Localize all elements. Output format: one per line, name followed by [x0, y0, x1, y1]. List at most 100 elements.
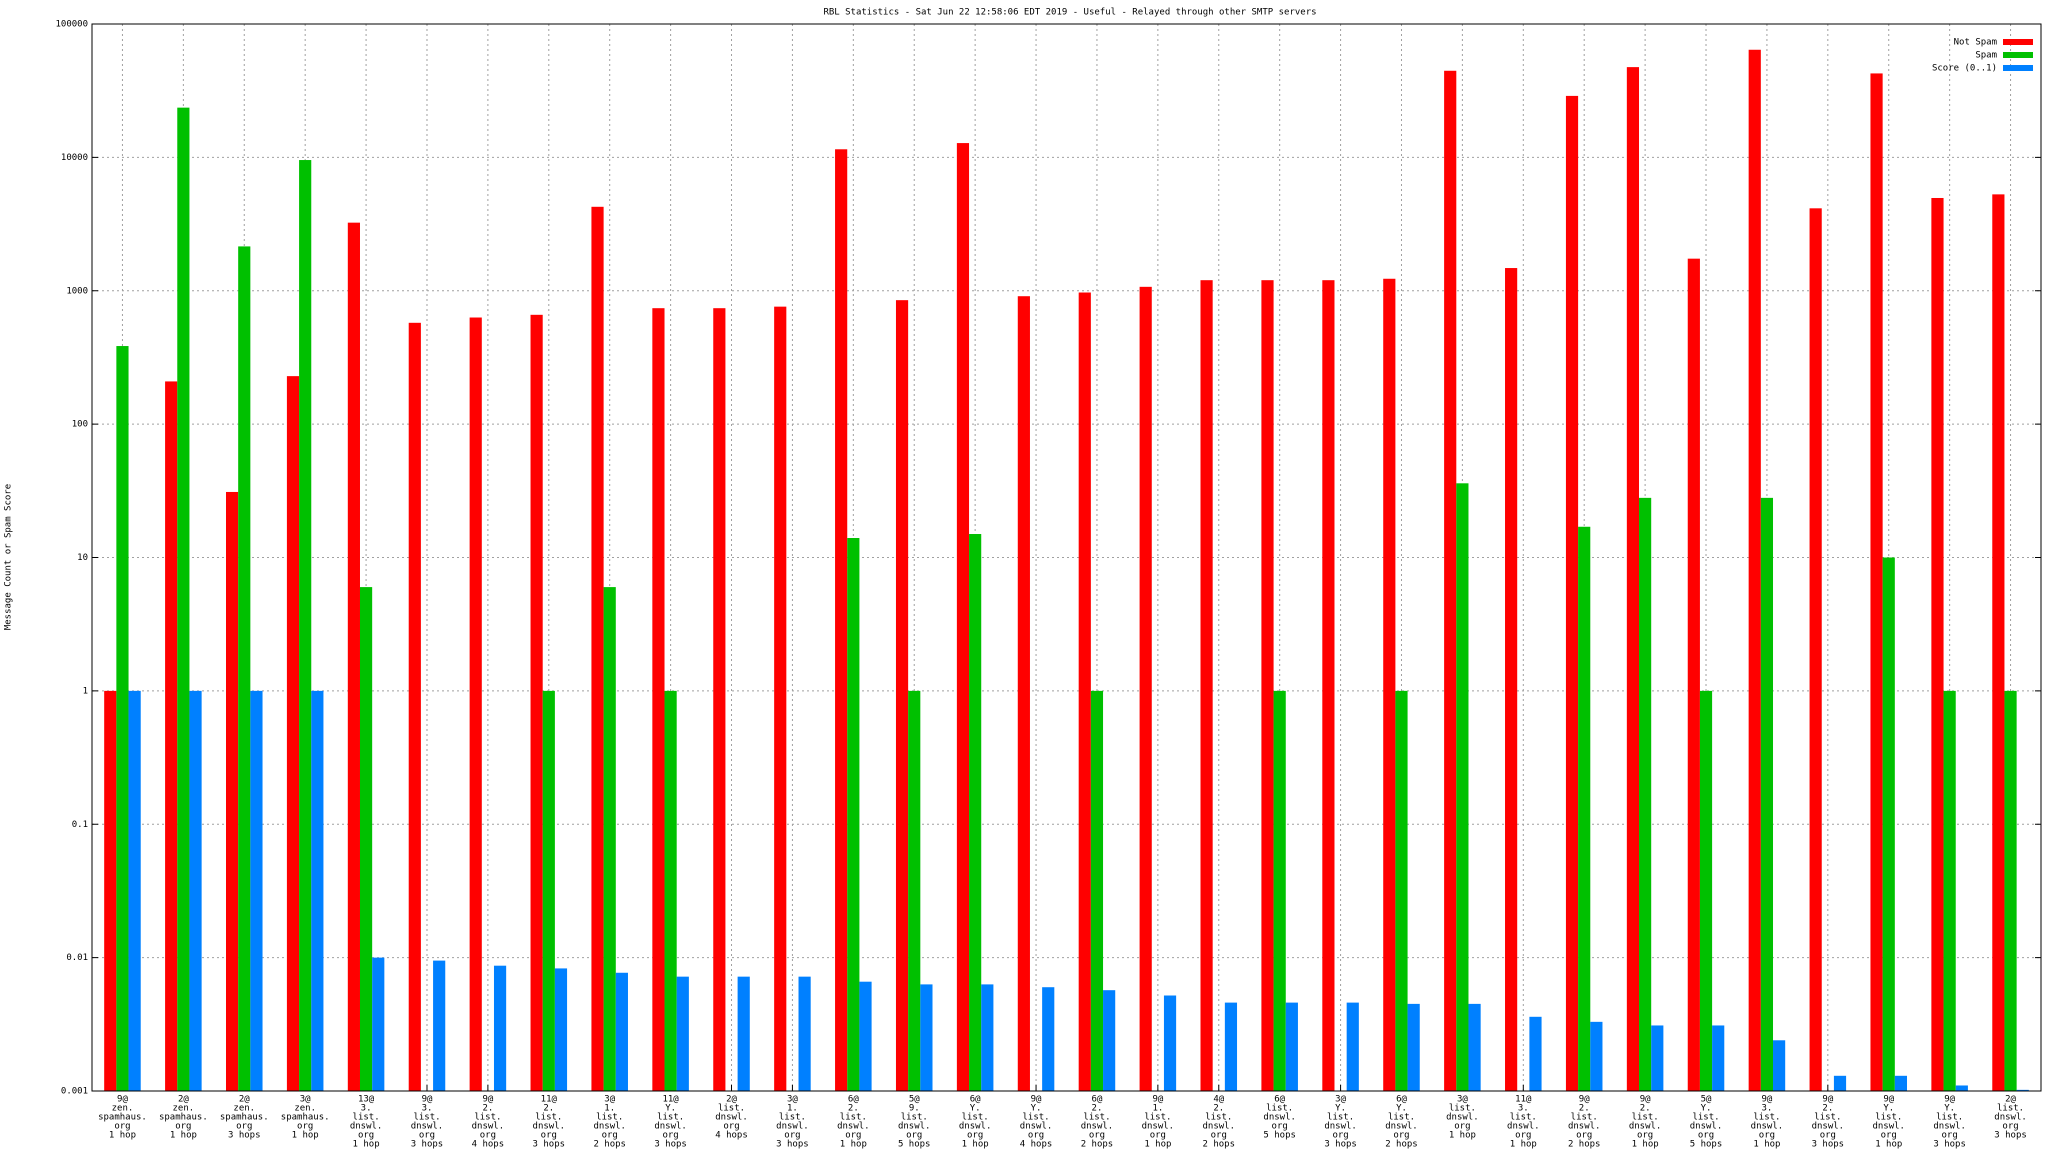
x-tick-label: 11@ — [541, 1095, 558, 1105]
x-tick-label: dnswl. — [1751, 1122, 1784, 1132]
x-tick-label: org — [1150, 1131, 1166, 1141]
x-tick-label: 3 hops — [1994, 1131, 2027, 1141]
x-tick-label: org — [1272, 1122, 1288, 1132]
bar — [1578, 526, 1591, 1091]
bar — [116, 346, 129, 1091]
x-tick-label: 1 hop — [1510, 1140, 1537, 1150]
bar — [1505, 268, 1518, 1091]
x-tick-label: list. — [1205, 1113, 1232, 1123]
x-tick-label: 2. — [1640, 1104, 1651, 1114]
x-tick-label: 2. — [848, 1104, 859, 1114]
x-tick-label: 2. — [1092, 1104, 1103, 1114]
x-tick-label: list. — [1632, 1113, 1659, 1123]
bar — [1139, 286, 1152, 1091]
x-tick-label: dnswl. — [1933, 1122, 1966, 1132]
x-tick-label: zen. — [173, 1104, 195, 1114]
bar — [359, 587, 373, 1091]
x-tick-label: dnswl. — [1263, 1113, 1296, 1123]
x-tick-label: org — [1820, 1131, 1836, 1141]
x-tick-label: list. — [353, 1113, 380, 1123]
x-tick-label: org — [1759, 1131, 1775, 1141]
bar — [1407, 1003, 1420, 1091]
bar — [2016, 1089, 2029, 1091]
x-tick-label: list. — [779, 1113, 806, 1123]
x-tick-label: 1 hop — [292, 1131, 319, 1141]
x-tick-label: org — [480, 1131, 496, 1141]
bar — [286, 376, 300, 1091]
x-tick-label: list. — [1023, 1113, 1050, 1123]
bar — [347, 222, 360, 1091]
bar — [737, 976, 750, 1091]
x-tick-label: 1 hop — [1449, 1131, 1476, 1141]
x-tick-label: Y. — [1883, 1104, 1894, 1114]
bar — [1699, 690, 1713, 1091]
x-tick-label: org — [541, 1131, 557, 1141]
bar — [1456, 483, 1469, 1091]
x-tick-label: org — [1211, 1131, 1227, 1141]
x-tick-label: org — [358, 1131, 374, 1141]
bar — [664, 690, 677, 1091]
x-tick-label: 5 hops — [898, 1140, 931, 1150]
x-tick-label: 2@ — [178, 1095, 189, 1105]
x-tick-label: org — [1698, 1131, 1714, 1141]
bar — [1163, 995, 1177, 1091]
x-tick-label: 4 hops — [715, 1131, 748, 1141]
x-tick-label: 1. — [604, 1104, 615, 1114]
bar — [1894, 1075, 1908, 1091]
x-tick-label: 2 hops — [1203, 1140, 1236, 1150]
bar — [798, 976, 811, 1091]
x-tick-label: list. — [1266, 1104, 1293, 1114]
x-tick-label: org — [906, 1131, 922, 1141]
x-tick-label: dnswl. — [1507, 1122, 1540, 1132]
x-tick-label: org — [175, 1122, 191, 1132]
x-tick-label: 3. — [1518, 1104, 1529, 1114]
x-tick-label: list. — [840, 1113, 867, 1123]
bar — [920, 984, 933, 1091]
x-tick-label: 9@ — [1883, 1095, 1894, 1105]
bar — [969, 534, 982, 1091]
x-tick-label: list. — [718, 1104, 745, 1114]
x-tick-label: dnswl. — [1385, 1122, 1418, 1132]
bar — [676, 976, 689, 1091]
x-tick-label: dnswl. — [959, 1122, 992, 1132]
x-tick-label: 11@ — [1515, 1095, 1532, 1105]
y-tick-label: 10 — [77, 553, 88, 563]
x-tick-label: list. — [1753, 1113, 1780, 1123]
bar — [1565, 95, 1579, 1091]
x-tick-label: dnswl. — [1690, 1122, 1723, 1132]
x-tick-label: zen. — [294, 1104, 316, 1114]
x-tick-label: dnswl. — [1994, 1113, 2027, 1123]
x-tick-label: spamhaus. — [220, 1113, 269, 1123]
bar — [1285, 1002, 1298, 1091]
bar — [1870, 73, 1883, 1092]
x-tick-label: list. — [1083, 1113, 1110, 1123]
x-tick-label: 9@ — [1762, 1095, 1773, 1105]
y-tick-label: 0.1 — [72, 820, 88, 830]
bar — [1712, 1025, 1725, 1091]
x-tick-label: 1 hop — [1753, 1140, 1780, 1150]
x-tick-label: Y. — [1944, 1104, 1955, 1114]
x-tick-label: 5@ — [1701, 1095, 1712, 1105]
x-tick-label: list. — [1449, 1104, 1476, 1114]
bar — [238, 246, 251, 1092]
x-tick-label: org — [1576, 1131, 1592, 1141]
x-tick-label: org — [1881, 1131, 1897, 1141]
x-tick-label: 1 hop — [1144, 1140, 1171, 1150]
x-tick-label: 2@ — [726, 1095, 737, 1105]
x-tick-label: 4 hops — [472, 1140, 505, 1150]
x-tick-label: list. — [1510, 1113, 1537, 1123]
legend-label: Not Spam — [1954, 38, 1997, 48]
x-tick-label: 3 hops — [1933, 1140, 1966, 1150]
x-tick-label: 5@ — [909, 1095, 920, 1105]
x-tick-label: 9@ — [1579, 1095, 1590, 1105]
x-tick-label: org — [2002, 1122, 2018, 1132]
bar — [554, 968, 568, 1091]
x-tick-label: org — [1942, 1131, 1958, 1141]
bar — [493, 965, 507, 1091]
legend-swatch — [2003, 52, 2033, 58]
y-tick-label: 0.001 — [61, 1087, 88, 1097]
x-tick-label: list. — [901, 1113, 928, 1123]
bar — [1200, 280, 1213, 1091]
x-tick-label: 6@ — [970, 1095, 981, 1105]
x-tick-label: list. — [1692, 1113, 1719, 1123]
